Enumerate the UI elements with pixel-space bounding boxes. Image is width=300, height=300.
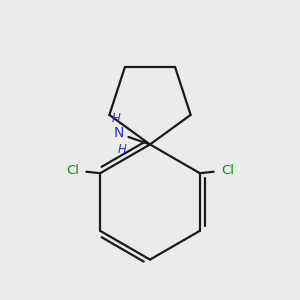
Text: Cl: Cl [221, 164, 234, 177]
Text: H: H [112, 112, 121, 125]
Text: H: H [118, 143, 127, 156]
Text: Cl: Cl [66, 164, 79, 177]
Text: N: N [113, 126, 124, 140]
